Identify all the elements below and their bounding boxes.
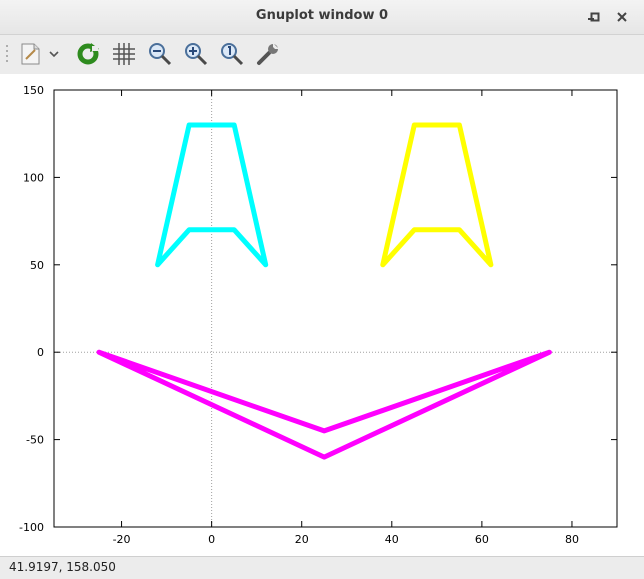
x-tick-label: 40 [385,533,399,546]
x-tick-label: 20 [295,533,309,546]
clipboard-icon [17,41,43,67]
window-title: Gnuplot window 0 [0,8,644,23]
zoom-out-button[interactable] [146,40,174,68]
mouse-coordinates: 41.9197, 158.050 [9,560,116,574]
x-tick-label: 60 [475,533,489,546]
series-line-3 [99,352,549,457]
x-tick-label: -20 [113,533,131,546]
status-bar: 41.9197, 158.050 [0,556,644,579]
toolbar-grip[interactable] [5,43,9,65]
series-line-2 [383,125,491,265]
toolbar [0,35,644,73]
y-tick-label: 100 [23,171,44,184]
title-bar[interactable]: Gnuplot window 0 [0,0,644,35]
x-tick-label: 0 [208,533,215,546]
y-tick-label: 150 [23,84,44,97]
zoom-out-icon [147,41,173,67]
zoom-in-button[interactable] [182,40,210,68]
zoom-reset-button[interactable] [218,40,246,68]
chevron-down-icon [48,48,60,60]
zoom-in-icon [183,41,209,67]
y-tick-label: -50 [26,434,44,447]
y-tick-label: -100 [19,521,44,534]
options-button[interactable] [254,40,282,68]
plot-canvas[interactable]: -20 0 20 40 60 80 -100 -50 0 50 100 150 [0,74,644,556]
wrench-icon [255,41,281,67]
zoom-reset-icon [219,41,245,67]
close-icon[interactable] [615,10,629,24]
copy-to-clipboard-button[interactable] [16,40,44,68]
grid-icon [111,41,137,67]
plot-border [54,90,617,527]
restore-icon[interactable] [588,10,602,24]
refresh-icon [75,41,101,67]
replot-button[interactable] [74,40,102,68]
copy-options-dropdown[interactable] [46,40,62,68]
plot-svg[interactable]: -20 0 20 40 60 80 -100 -50 0 50 100 150 [0,74,644,556]
x-tick-label: 80 [565,533,579,546]
y-tick-label: 50 [30,259,44,272]
y-tick-label: 0 [37,346,44,359]
toggle-grid-button[interactable] [110,40,138,68]
